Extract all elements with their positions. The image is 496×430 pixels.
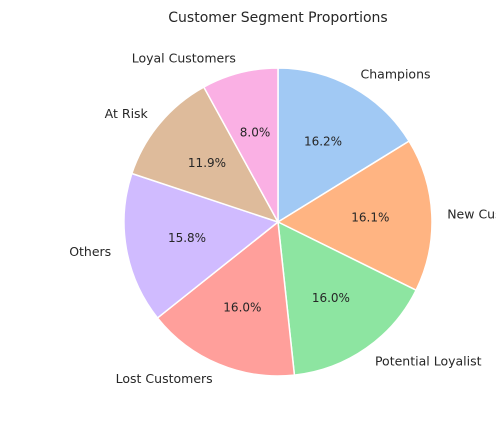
slice-label-potential-loyalist: Potential Loyalist: [375, 353, 482, 368]
pct-label-potential-loyalist: 16.0%: [312, 291, 350, 305]
pct-label-champions: 16.2%: [304, 134, 342, 148]
slice-label-new-customers: New Customers: [447, 207, 496, 222]
slice-label-at-risk: At Risk: [105, 106, 149, 121]
pct-label-at-risk: 11.9%: [188, 156, 226, 170]
pct-label-others: 15.8%: [168, 231, 206, 245]
slice-lost-customers: [156, 221, 296, 377]
slice-loyal-customers: [203, 67, 279, 223]
slice-label-others: Others: [69, 244, 111, 259]
pct-label-loyal-customers: 8.0%: [240, 126, 271, 140]
slice-label-champions: Champions: [361, 67, 431, 82]
pct-label-lost-customers: 16.0%: [223, 300, 261, 314]
pie-labels: 16.2% Champions 16.1% New Customers 16.0% Pot…: [69, 50, 496, 385]
slice-potential-loyalist: [277, 221, 417, 376]
slice-label-loyal-customers: Loyal Customers: [132, 50, 236, 65]
slice-label-lost-customers: Lost Customers: [116, 371, 213, 386]
chart-title: Customer Segment Proportions: [168, 10, 387, 26]
pie-slices: [123, 67, 433, 377]
slice-at-risk: [131, 86, 279, 223]
slice-champions: [277, 67, 410, 223]
slice-new-customers: [277, 140, 433, 291]
pct-label-new-customers: 16.1%: [351, 211, 389, 225]
